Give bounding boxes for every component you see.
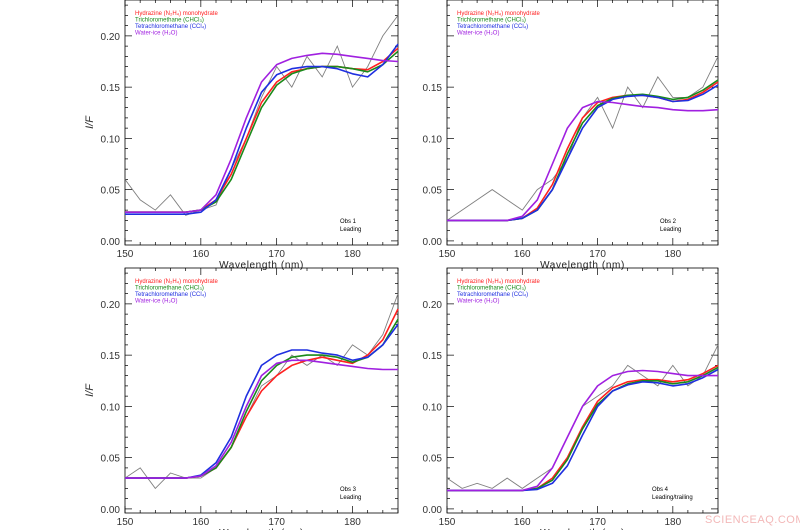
y-axis-label: I/F: [84, 115, 96, 129]
observed-spectrum-line: [446, 344, 719, 489]
panel-annotation: Leading/trailing: [652, 495, 693, 501]
x-tick-label: 160: [514, 249, 531, 260]
x-tick-label: 170: [268, 249, 285, 260]
panel-3: 150 160 170 180 0.00 0.05 0.10 0.15 0.20 Waveleng…: [84, 267, 399, 530]
x-tick-label: 160: [514, 517, 531, 528]
y-tick-label: 0.05: [423, 186, 443, 197]
x-tick-label: 150: [439, 249, 456, 260]
legend-entry-2: Trichloromethane (CHCl₃): [457, 286, 526, 292]
watermark: SCIENCEAQ.COM: [705, 514, 800, 526]
y-tick-label: 0.20: [101, 32, 121, 43]
legend-entry-4: Water-ice (H₂O): [457, 31, 499, 37]
x-axis-label: Wavelength (nm): [540, 528, 625, 530]
panel-annotation: Leading: [340, 227, 361, 233]
legend-entry-3: Tetrachloromethane (CCl₄): [135, 292, 206, 298]
x-tick-label: 170: [589, 249, 606, 260]
x-tick-label: 180: [664, 517, 681, 528]
panel-1: 150 160 170 180 0.00 0.05 0.10 0.15 0.20 Waveleng…: [84, 0, 399, 271]
legend-entry-1: Hydrazine (N₂H₄) monohydrate: [457, 11, 540, 17]
legend-entry-4: Water-ice (H₂O): [457, 299, 499, 305]
y-tick-label: 0.10: [423, 402, 443, 413]
x-tick-label: 160: [192, 249, 209, 260]
y-tick-label: 0.00: [101, 237, 121, 248]
x-tick-label: 180: [344, 517, 361, 528]
y-tick-label: 0.10: [423, 134, 443, 145]
legend-entry-1: Hydrazine (N₂H₄) monohydrate: [457, 279, 540, 285]
series-line-2: [125, 318, 399, 479]
y-tick-label: 0.10: [101, 402, 121, 413]
y-tick-label: 0.15: [101, 351, 121, 362]
observed-spectrum-line: [124, 15, 399, 216]
x-axis-label: Wavelength (nm): [540, 260, 625, 271]
x-axis-label: Wavelength (nm): [219, 528, 304, 530]
y-tick-label: 0.15: [423, 351, 443, 362]
panel-4: 150 160 170 180 0.00 0.05 0.10 0.15 0.20 Waveleng…: [423, 267, 719, 530]
y-tick-label: 0.00: [423, 505, 443, 516]
series-line-4: [447, 100, 719, 222]
legend-entry-2: Trichloromethane (CHCl₃): [135, 286, 204, 292]
x-tick-label: 150: [439, 517, 456, 528]
x-tick-label: 150: [117, 249, 134, 260]
plot-frame: [446, 267, 719, 514]
x-tick-label: 170: [268, 517, 285, 528]
y-tick-label: 0.10: [101, 134, 121, 145]
y-tick-label: 0.15: [101, 83, 121, 94]
legend-entry-1: Hydrazine (N₂H₄) monohydrate: [135, 279, 218, 285]
legend-entry-3: Tetrachloromethane (CCl₄): [457, 24, 528, 30]
legend-entry-4: Water-ice (H₂O): [135, 31, 177, 37]
y-tick-label: 0.20: [423, 300, 443, 311]
legend-entry-4: Water-ice (H₂O): [135, 299, 177, 305]
panel-annotation: Leading: [660, 227, 681, 233]
panel-annotation: Obs 3: [340, 487, 357, 493]
plot-frame: [124, 0, 399, 246]
y-tick-label: 0.05: [423, 454, 443, 465]
legend-entry-3: Tetrachloromethane (CCl₄): [457, 292, 528, 298]
y-tick-label: 0.15: [423, 83, 443, 94]
y-tick-label: 0.20: [101, 300, 121, 311]
series-line-4: [125, 359, 398, 479]
y-tick-label: 0.05: [101, 186, 121, 197]
panel-2: 150 160 170 180 0.00 0.05 0.10 0.15 Wavelength (…: [423, 0, 719, 271]
x-tick-label: 180: [344, 249, 361, 260]
series-line-1: [125, 308, 399, 479]
series-line-3: [125, 43, 399, 215]
panel-annotation: Obs 2: [660, 219, 677, 225]
panel-annotation: Obs 1: [340, 219, 357, 225]
legend-entry-2: Trichloromethane (CHCl₃): [135, 18, 204, 24]
series-line-1: [447, 81, 719, 222]
y-tick-label: 0.00: [101, 505, 121, 516]
series-line-4: [447, 369, 718, 492]
legend-entry-1: Hydrazine (N₂H₄) monohydrate: [135, 11, 218, 17]
x-tick-label: 170: [589, 517, 606, 528]
y-tick-label: 0.00: [423, 237, 443, 248]
observed-spectrum-line: [446, 56, 719, 221]
x-tick-label: 150: [117, 517, 134, 528]
x-tick-label: 160: [192, 517, 209, 528]
x-tick-label: 180: [664, 249, 681, 260]
panel-annotation: Leading: [340, 495, 361, 501]
observed-spectrum-line: [124, 293, 399, 490]
legend-entry-2: Trichloromethane (CHCl₃): [457, 18, 526, 24]
series-line-4: [125, 52, 399, 213]
y-tick-label: 0.05: [101, 454, 121, 465]
legend-entry-3: Tetrachloromethane (CCl₄): [135, 24, 206, 30]
y-axis-label: I/F: [84, 383, 96, 397]
panel-annotation: Obs 4: [652, 487, 669, 493]
x-axis-label: Wavelength (nm): [219, 260, 304, 271]
series-line-1: [125, 47, 399, 213]
series-line-3: [447, 84, 719, 222]
